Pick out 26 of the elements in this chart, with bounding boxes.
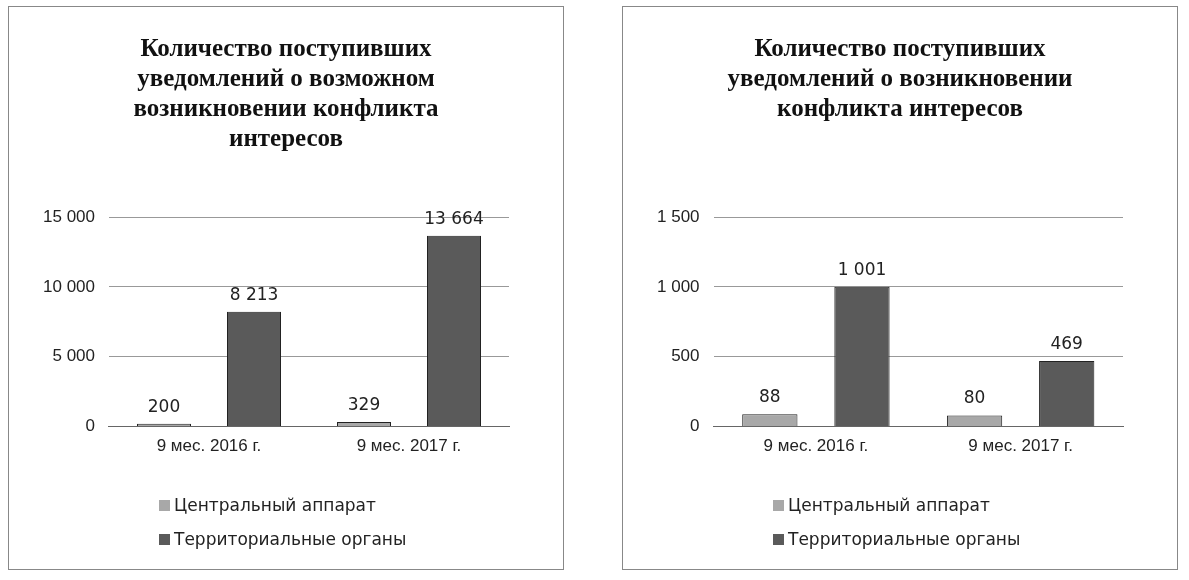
data-label: 88 xyxy=(759,386,781,407)
data-label: 13 664 xyxy=(424,207,484,228)
y-tick-label: 1 500 xyxy=(656,206,700,226)
y-tick-label: 5 000 xyxy=(52,346,95,366)
x-tick-label: 9 мес. 2017 г. xyxy=(968,436,1073,456)
legend-label: Центральный аппарат xyxy=(174,495,376,515)
y-tick-label: 0 xyxy=(85,416,95,436)
y-tick-label: 0 xyxy=(690,416,700,436)
data-label: 80 xyxy=(963,387,986,408)
chart-title: Количество поступивших уведомлений о возможном возникновении конфликта интересов xyxy=(132,33,440,153)
data-label: 1 001 xyxy=(837,258,887,279)
y-tick-label: 500 xyxy=(671,346,700,366)
legend-label: Территориальные органы xyxy=(788,529,1021,549)
data-label: 8 213 xyxy=(229,283,279,304)
chart-title: Количество поступивших уведомлений о возникновении конфликта интересов xyxy=(726,33,1074,123)
data-label: 200 xyxy=(147,395,181,416)
x-tick-label: 9 мес. 2016 г. xyxy=(156,436,262,456)
y-tick-label: 10 000 xyxy=(43,276,95,296)
data-label: 329 xyxy=(347,393,381,414)
y-tick-label: 1 000 xyxy=(656,276,700,296)
x-tick-label: 9 мес. 2017 г. xyxy=(356,436,462,456)
y-tick-label: 15 000 xyxy=(43,206,95,226)
data-label: 469 xyxy=(1050,332,1083,353)
legend-label: Центральный аппарат xyxy=(788,495,990,515)
legend-label: Территориальные органы xyxy=(174,529,407,549)
x-tick-label: 9 мес. 2016 г. xyxy=(763,436,869,456)
